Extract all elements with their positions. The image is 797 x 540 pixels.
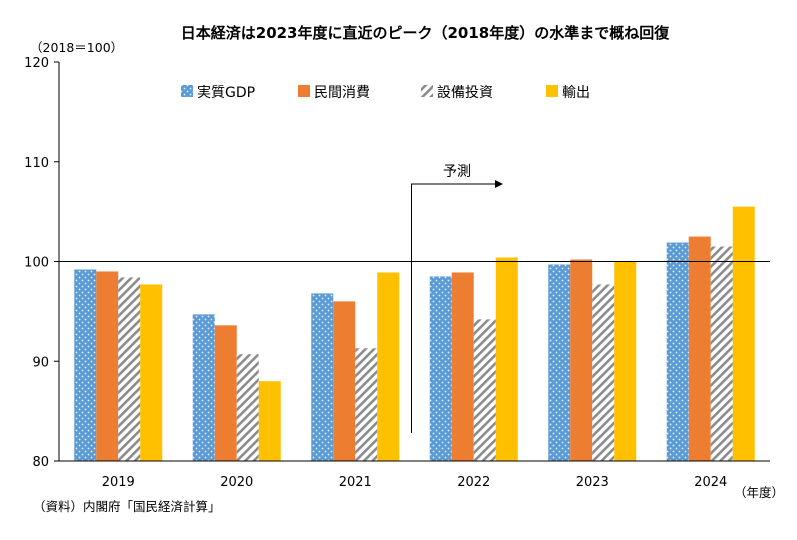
legend-swatch: [298, 85, 310, 97]
bar: [451, 272, 474, 461]
bar: [140, 284, 163, 461]
y-tick-label: 100: [24, 256, 49, 271]
bar: [96, 271, 119, 461]
legend-swatch: [546, 85, 558, 97]
forecast-label: 予測: [443, 164, 471, 180]
x-axis-label: （年度）: [734, 485, 784, 500]
legend: 実質GDP 民間消費 設備投資 輸出: [181, 85, 590, 101]
x-tick-label: 2021: [339, 475, 372, 490]
y-tick-label: 80: [32, 455, 49, 470]
legend-swatch: [181, 85, 193, 97]
x-tick-label: 2022: [457, 475, 490, 490]
y-axis: 80 90 100 110 120: [24, 56, 59, 470]
x-tick-label: 2024: [694, 475, 727, 490]
bar: [118, 277, 141, 461]
bar: [236, 354, 259, 461]
x-axis: 2019 2020 2021 2022 2023 2024: [102, 475, 728, 490]
y-tick-label: 90: [32, 355, 49, 370]
bar: [74, 269, 97, 461]
bar: [666, 242, 689, 461]
bar: [429, 276, 452, 461]
x-tick-label: 2019: [102, 475, 135, 490]
legend-swatch: [421, 85, 433, 97]
bar: [333, 301, 356, 461]
bar: [473, 319, 496, 461]
bar-group: [74, 206, 755, 461]
forecast-arrow: [411, 183, 497, 433]
bar: [592, 284, 615, 461]
x-tick-label: 2020: [220, 475, 253, 490]
bar: [214, 325, 237, 461]
bar: [311, 293, 334, 461]
bar: [614, 261, 637, 461]
chart-title: 日本経済は2023年度に直近のピーク（2018年度）の水準まで概ね回復: [181, 24, 670, 42]
legend-label: 設備投資: [437, 85, 493, 101]
bar: [570, 259, 593, 461]
legend-label: 実質GDP: [197, 85, 255, 101]
bar: [732, 206, 755, 461]
bar: [688, 236, 711, 461]
y-axis-label: （2018＝100）: [30, 40, 123, 55]
forecast-marker: 予測: [411, 164, 503, 433]
bar: [192, 314, 215, 461]
bar: [258, 381, 281, 461]
x-tick-label: 2023: [576, 475, 609, 490]
source-note: （資料）内閣府「国民経済計算」: [33, 499, 221, 514]
bar: [710, 246, 733, 461]
legend-label: 輸出: [562, 85, 590, 101]
legend-label: 民間消費: [314, 85, 370, 101]
forecast-arrowhead: [495, 180, 503, 188]
y-tick-label: 120: [24, 56, 49, 71]
bar: [548, 264, 571, 461]
bar: [355, 348, 378, 461]
y-tick-label: 110: [24, 156, 49, 171]
bar: [377, 272, 400, 461]
bar: [495, 257, 518, 461]
